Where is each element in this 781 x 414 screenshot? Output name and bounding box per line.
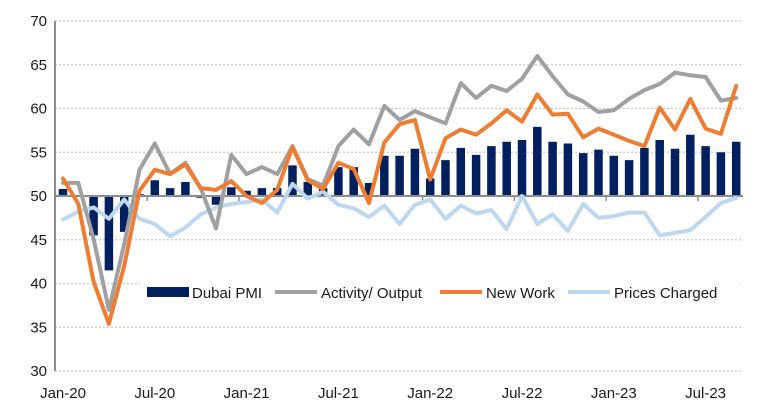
- bar-dubai-pmi-Mar-23: [640, 147, 649, 196]
- x-axis: [55, 195, 743, 201]
- x-tick-label: Jan-21: [224, 385, 270, 402]
- x-tick-label: Jan-20: [40, 385, 86, 402]
- bar-dubai-pmi-Mar-20: [89, 196, 98, 236]
- x-tick-label: Jul-20: [134, 385, 175, 402]
- bar-dubai-pmi-Dec-20: [227, 187, 236, 196]
- y-axis-labels: 30 35 40 45 50 55 60 65 70: [30, 13, 47, 380]
- bar-dubai-pmi-Feb-23: [624, 160, 634, 196]
- bar-dubai-pmi-Aug-21: [349, 167, 358, 196]
- bar-dubai-pmi-Jul-22: [517, 140, 527, 196]
- legend: Dubai PMI Activity/ Output New Work Prices …: [140, 278, 740, 306]
- legend-swatch-bar: [147, 287, 189, 297]
- x-tick-label: Jul-22: [502, 385, 543, 402]
- bar-dubai-pmi-Jul-21: [334, 167, 343, 196]
- y-tick-label: 30: [30, 363, 47, 380]
- bar-dubai-pmi-Oct-21: [380, 155, 389, 196]
- y-tick-label: 35: [30, 319, 47, 336]
- bar-dubai-pmi-May-23: [670, 148, 680, 196]
- bar-dubai-pmi-Sep-23: [731, 141, 741, 196]
- bar-dubai-pmi-May-21: [303, 182, 313, 196]
- bar-dubai-pmi-Jan-23: [609, 155, 619, 196]
- bar-dubai-pmi-Aug-23: [716, 152, 726, 196]
- bar-dubai-pmi-Nov-20: [211, 196, 221, 205]
- legend-label: New Work: [486, 285, 555, 302]
- x-tick-label: Jan-22: [407, 385, 453, 402]
- series-lines: [61, 54, 739, 326]
- bar-dubai-pmi-Apr-22: [471, 154, 481, 196]
- bar-dubai-pmi-Feb-21: [257, 188, 267, 196]
- bar-dubai-pmi-Oct-22: [563, 143, 573, 196]
- bar-dubai-pmi-Aug-22: [533, 126, 542, 196]
- bar-dubai-pmi-Jul-20: [150, 180, 160, 196]
- gridlines: [55, 20, 743, 372]
- bar-dubai-pmi-May-22: [487, 146, 496, 196]
- y-tick-label: 45: [30, 232, 47, 249]
- legend-label: Activity/ Output: [321, 285, 423, 302]
- bar-dubai-pmi-Sep-21: [364, 182, 374, 196]
- bar-dubai-pmi-Jun-22: [502, 141, 511, 196]
- bar-dubai-pmi-Jan-22: [425, 178, 435, 196]
- x-tick-label: Jan-23: [591, 385, 637, 402]
- bar-dubai-pmi-Nov-21: [395, 155, 404, 196]
- x-tick-label: Jul-21: [318, 385, 359, 402]
- line-prices-charged: [61, 181, 739, 239]
- y-tick-label: 50: [30, 188, 47, 205]
- bar-dubai-pmi-Apr-20: [104, 196, 114, 271]
- line-new-work: [61, 83, 739, 326]
- bar-dubai-pmi-Jul-23: [701, 146, 710, 196]
- bar-dubai-pmi-Aug-20: [165, 188, 175, 196]
- bar-dubai-pmi-Jan-20: [58, 189, 68, 196]
- y-tick-label: 70: [30, 13, 47, 30]
- y-tick-label: 60: [30, 101, 47, 118]
- bar-dubai-pmi-Dec-22: [594, 149, 603, 196]
- dubai-pmi-bars: [58, 126, 741, 271]
- bar-dubai-pmi-Jun-23: [686, 134, 695, 196]
- bar-dubai-pmi-Dec-21: [410, 148, 420, 196]
- x-tick-label: Jul-23: [685, 385, 726, 402]
- legend-label: Dubai PMI: [192, 285, 262, 302]
- y-tick-label: 65: [30, 57, 47, 74]
- y-tick-label: 40: [30, 276, 47, 293]
- bar-dubai-pmi-Apr-21: [288, 165, 297, 196]
- bar-dubai-pmi-Feb-22: [441, 160, 450, 196]
- bar-dubai-pmi-May-20: [119, 196, 129, 232]
- bar-dubai-pmi-Nov-22: [578, 153, 588, 196]
- bar-dubai-pmi-Mar-22: [456, 147, 466, 196]
- x-axis-labels: Jan-20 Jul-20 Jan-21 Jul-21 Jan-22 Jul-22 Jan-…: [40, 385, 726, 402]
- y-tick-label: 55: [30, 144, 47, 161]
- bar-dubai-pmi-Apr-23: [655, 140, 664, 196]
- legend-label: Prices Charged: [614, 285, 717, 302]
- bar-dubai-pmi-Sep-22: [548, 141, 557, 196]
- bar-dubai-pmi-Sep-20: [181, 182, 190, 196]
